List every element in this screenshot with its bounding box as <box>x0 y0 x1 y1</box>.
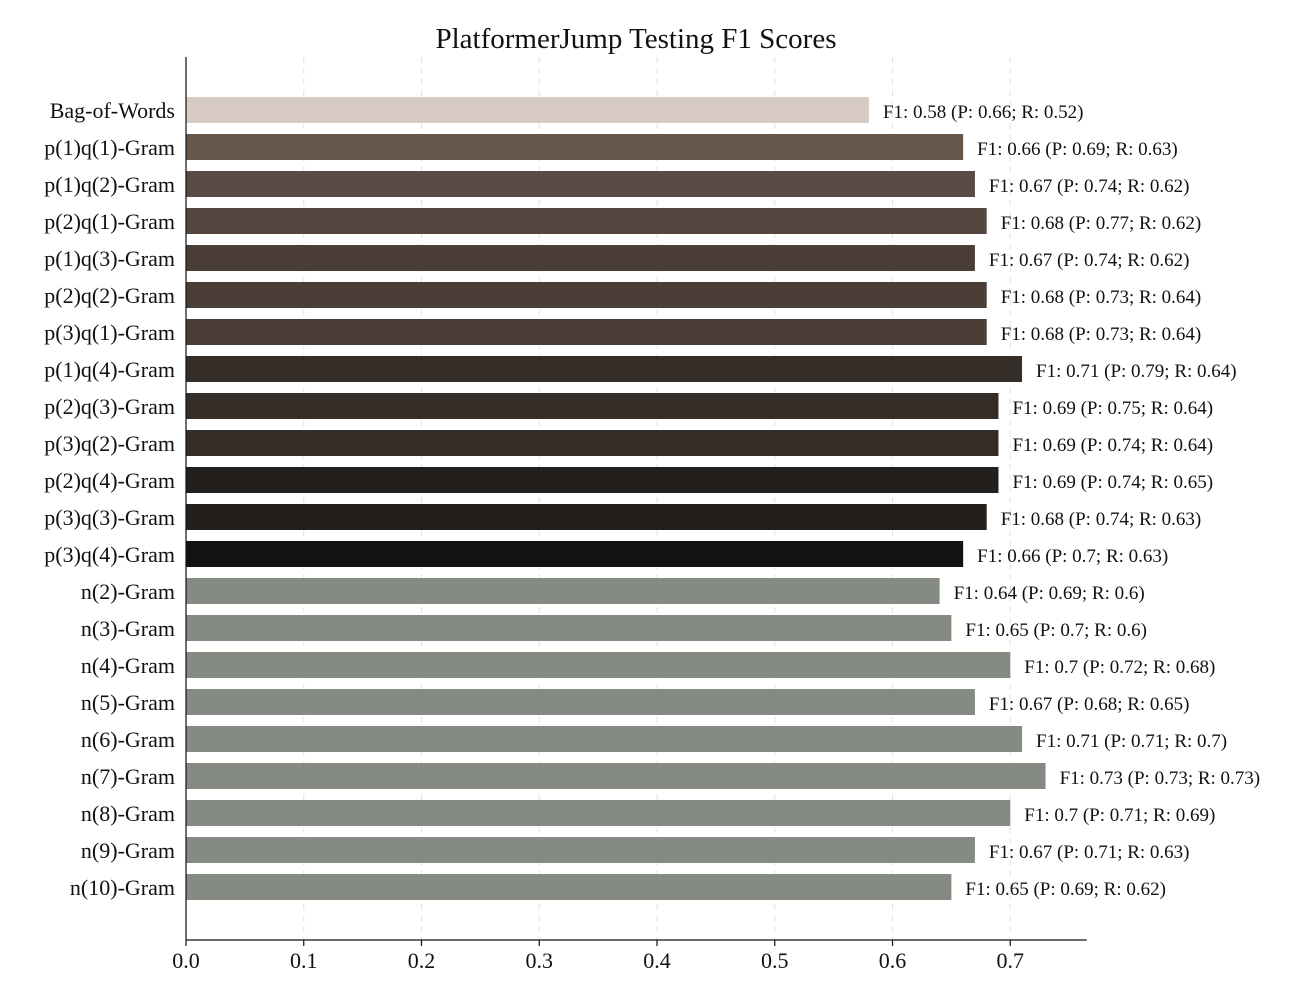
bar <box>186 393 999 419</box>
category-label: n(3)-Gram <box>81 616 175 641</box>
bar <box>186 874 952 900</box>
x-tick-label: 0.3 <box>526 948 554 973</box>
data-label: F1: 0.68 (P: 0.73; R: 0.64) <box>1001 324 1202 345</box>
chart-title: PlatformerJump Testing F1 Scores <box>436 23 837 55</box>
category-label: n(9)-Gram <box>81 838 175 863</box>
bar <box>186 208 987 234</box>
x-tick-label: 0.0 <box>172 948 200 973</box>
category-label: n(2)-Gram <box>81 579 175 604</box>
bar <box>186 504 987 530</box>
category-label: p(1)q(3)-Gram <box>44 246 175 271</box>
bar <box>186 541 964 567</box>
bar <box>186 245 975 271</box>
data-label: F1: 0.68 (P: 0.77; R: 0.62) <box>1001 213 1202 234</box>
category-label: p(3)q(4)-Gram <box>44 542 175 567</box>
data-label: F1: 0.66 (P: 0.7; R: 0.63) <box>977 546 1168 567</box>
data-labels: F1: 0.58 (P: 0.66; R: 0.52) F1: 0.66 (P: … <box>883 102 1260 900</box>
bar <box>186 763 1046 789</box>
bar <box>186 578 940 604</box>
bar <box>186 319 987 345</box>
category-label: n(4)-Gram <box>81 653 175 678</box>
bar <box>186 356 1023 382</box>
bars <box>186 97 1046 900</box>
bar <box>186 282 987 308</box>
data-label: F1: 0.69 (P: 0.75; R: 0.64) <box>1012 398 1213 419</box>
category-label: p(3)q(1)-Gram <box>44 320 175 345</box>
data-label: F1: 0.64 (P: 0.69; R: 0.6) <box>954 583 1145 604</box>
bar <box>186 615 952 641</box>
x-tick-label: 0.7 <box>997 948 1025 973</box>
x-tick-label: 0.1 <box>290 948 318 973</box>
bar <box>186 726 1023 752</box>
category-label: n(5)-Gram <box>81 690 175 715</box>
category-label: n(8)-Gram <box>81 801 175 826</box>
x-tick-label: 0.2 <box>408 948 436 973</box>
data-label: F1: 0.7 (P: 0.71; R: 0.69) <box>1024 805 1215 826</box>
data-label: F1: 0.71 (P: 0.79; R: 0.64) <box>1036 361 1237 382</box>
category-labels: Bag-of-Words p(1)q(1)-Gram p(1)q(2)-Gram p(… <box>44 98 175 900</box>
x-tick-label: 0.6 <box>879 948 907 973</box>
data-label: F1: 0.67 (P: 0.68; R: 0.65) <box>989 694 1190 715</box>
data-label: F1: 0.68 (P: 0.74; R: 0.63) <box>1001 509 1202 530</box>
category-label: p(2)q(4)-Gram <box>44 468 175 493</box>
bar <box>186 171 975 197</box>
data-label: F1: 0.67 (P: 0.71; R: 0.63) <box>989 842 1190 863</box>
data-label: F1: 0.58 (P: 0.66; R: 0.52) <box>883 102 1084 123</box>
category-label: p(2)q(1)-Gram <box>44 209 175 234</box>
data-label: F1: 0.67 (P: 0.74; R: 0.62) <box>989 176 1190 197</box>
bar <box>186 837 975 863</box>
data-label: F1: 0.73 (P: 0.73; R: 0.73) <box>1060 768 1261 789</box>
axes: 0.0 0.1 0.2 0.3 0.4 0.5 0.6 0.7 <box>172 57 1087 973</box>
bar <box>186 652 1011 678</box>
data-label: F1: 0.68 (P: 0.73; R: 0.64) <box>1001 287 1202 308</box>
category-label: p(1)q(2)-Gram <box>44 172 175 197</box>
category-label: p(2)q(3)-Gram <box>44 394 175 419</box>
category-label: n(6)-Gram <box>81 727 175 752</box>
x-tick-label: 0.5 <box>761 948 789 973</box>
grid-lines <box>303 57 1011 940</box>
bar <box>186 134 964 160</box>
bar <box>186 430 999 456</box>
data-label: F1: 0.65 (P: 0.69; R: 0.62) <box>965 879 1166 900</box>
category-label: n(10)-Gram <box>70 875 175 900</box>
category-label: p(3)q(2)-Gram <box>44 431 175 456</box>
category-label: p(3)q(3)-Gram <box>44 505 175 530</box>
data-label: F1: 0.67 (P: 0.74; R: 0.62) <box>989 250 1190 271</box>
category-label: p(1)q(1)-Gram <box>44 135 175 160</box>
category-label: p(2)q(2)-Gram <box>44 283 175 308</box>
bar <box>186 689 975 715</box>
data-label: F1: 0.66 (P: 0.69; R: 0.63) <box>977 139 1178 160</box>
category-label: Bag-of-Words <box>50 98 175 123</box>
x-tick-label: 0.4 <box>643 948 671 973</box>
data-label: F1: 0.7 (P: 0.72; R: 0.68) <box>1024 657 1215 678</box>
bar <box>186 800 1011 826</box>
data-label: F1: 0.71 (P: 0.71; R: 0.7) <box>1036 731 1227 752</box>
category-label: n(7)-Gram <box>81 764 175 789</box>
category-label: p(1)q(4)-Gram <box>44 357 175 382</box>
data-label: F1: 0.65 (P: 0.7; R: 0.6) <box>965 620 1147 641</box>
data-label: F1: 0.69 (P: 0.74; R: 0.65) <box>1012 472 1213 493</box>
data-label: F1: 0.69 (P: 0.74; R: 0.64) <box>1012 435 1213 456</box>
bar <box>186 467 999 493</box>
bar <box>186 97 869 123</box>
